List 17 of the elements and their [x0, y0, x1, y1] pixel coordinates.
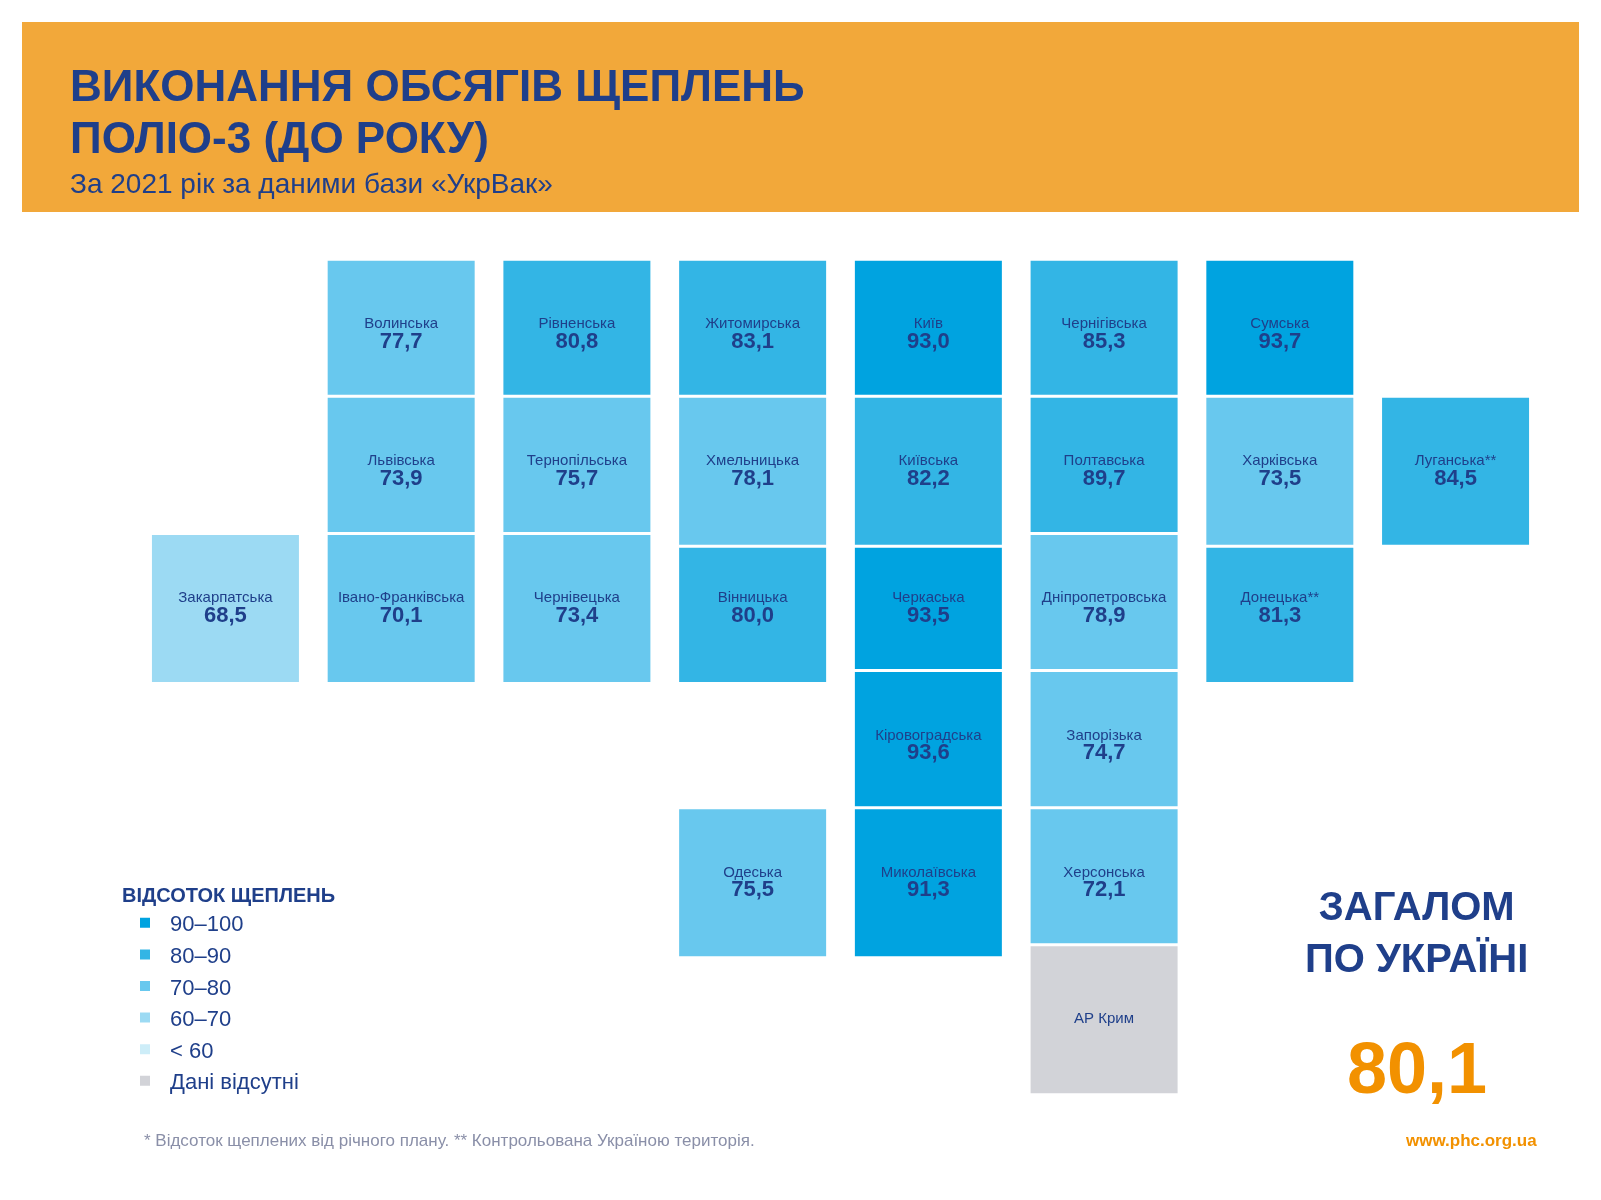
category-label: АР Крим	[1074, 1009, 1135, 1027]
legend-title: ВІДСОТОК ЩЕПЛЕНЬ	[122, 884, 336, 906]
text: 80,1	[1347, 1028, 1488, 1108]
legend-label: 80–90	[170, 942, 232, 968]
legend-label: 70–80	[170, 974, 232, 1000]
text: * Відсоток щеплених від річного плану. ** Контрольована Україною територія.	[144, 1131, 755, 1150]
text: ВИКОНАННЯ ОБСЯГІВ ЩЕПЛЕНЬ ПОЛІО-3 (ДО РОКУ)	[70, 60, 806, 164]
category-label: Сумська	[1250, 314, 1310, 332]
category-label: Івано-Франківська	[337, 588, 466, 606]
text: За 2021 рік за даними бази «УкрВак»	[70, 168, 554, 200]
category-label: Херсонська	[1063, 862, 1146, 880]
text: ЗАГАЛОМ ПО УКРАЇНІ	[1305, 884, 1529, 980]
legend-label: 60–70	[170, 1006, 232, 1032]
legend-label: Дані відсутні	[170, 1069, 299, 1095]
text: www.phc.org.ua	[1405, 1131, 1538, 1150]
legend-label: 90–100	[170, 911, 244, 937]
legend-label: < 60	[170, 1037, 214, 1063]
